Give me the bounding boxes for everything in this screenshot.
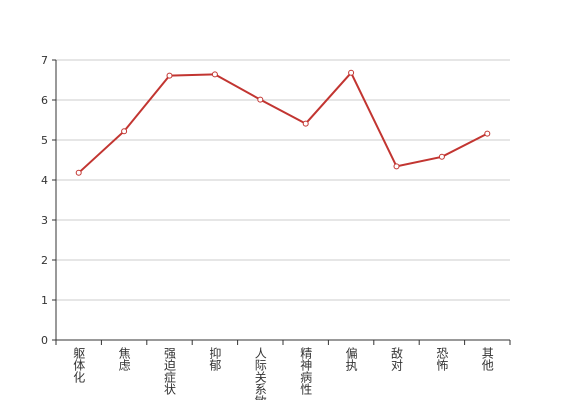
y-tick-label: 3 [41, 214, 48, 227]
y-tick-label: 5 [41, 134, 48, 147]
x-tick-label: 偏执 [344, 346, 358, 372]
line [78, 71, 488, 174]
x-tick-label: 敌对 [390, 346, 404, 371]
point [484, 130, 491, 137]
x-tick-label: 其他 [480, 347, 494, 371]
y-tick-label: 0 [41, 334, 48, 347]
point [211, 71, 218, 78]
point [302, 120, 309, 127]
point [257, 96, 264, 103]
y-tick-label: 4 [41, 174, 48, 187]
x-tick-label: 抑郁 [208, 346, 222, 372]
point [166, 72, 173, 79]
x-tick-label: 恐怖 [435, 347, 449, 371]
x-tick-label: 焦虑 [117, 347, 131, 371]
point [121, 128, 128, 135]
y-tick-label: 1 [41, 294, 48, 307]
y-tick-label: 6 [41, 94, 48, 107]
point [393, 163, 400, 170]
x-tick-label: 精神病性 [299, 347, 313, 396]
x-tick-label: 躯体化 [72, 346, 86, 384]
x-tick-label: 强迫症状 [163, 347, 177, 395]
y-tick-label: 7 [41, 54, 48, 67]
point [438, 153, 445, 160]
point [348, 69, 355, 76]
y-tick-label: 2 [41, 254, 48, 267]
x-tick-label: 人际关系敏感 [253, 347, 267, 400]
point [75, 169, 82, 176]
